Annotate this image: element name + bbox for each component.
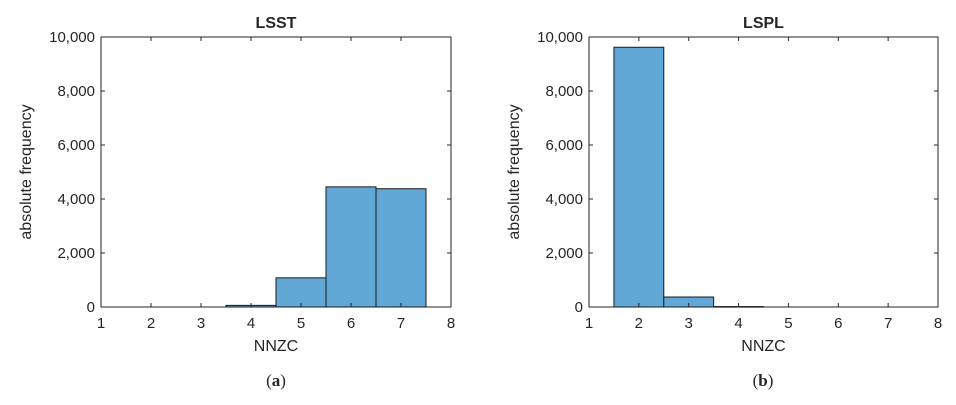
panel-a-x-tick-label: 2: [147, 315, 155, 332]
panel-a-x-axis-label: NNZC: [254, 338, 298, 355]
panel-a-caption-open-paren: (: [266, 371, 272, 390]
panel-b-caption-close-paren: ): [768, 371, 774, 390]
panel-a-x-tick-label: 1: [97, 315, 105, 332]
panel-a-caption: (a): [266, 371, 286, 390]
panel-a-x-tick-label: 4: [247, 315, 255, 332]
panel-b-y-tick-label: 2,000: [545, 245, 583, 262]
panel-a-x-tick-label: 6: [347, 315, 355, 332]
panel-a-y-tick-label: 0: [87, 299, 95, 316]
panel-b-x-tick-label: 7: [884, 315, 892, 332]
panel-a-y-tick-label: 6,000: [57, 137, 95, 154]
panel-a-caption-letter: a: [272, 371, 281, 390]
panel-b: 1 2 3 4 5 6 7 8 0 2,000 4,000 6,000 8,000 10,000 LSPL N…: [506, 15, 942, 390]
panel-a-y-tick-label: 10,000: [49, 29, 95, 46]
panel-b-x-tick-label: 6: [834, 315, 842, 332]
panel-b-caption-open-paren: (: [753, 371, 759, 390]
panel-a-bar-5: [275, 277, 327, 308]
panel-b-x-tick-label: 1: [585, 315, 593, 332]
panel-b-y-axis-label: absolute frequency: [506, 104, 523, 239]
panel-a-y-tick-label: 2,000: [57, 245, 95, 262]
panel-b-y-tick-label: 4,000: [545, 191, 583, 208]
panel-b-x-tick-label: 4: [734, 315, 742, 332]
panel-b-x-tick-label: 3: [685, 315, 693, 332]
panel-a-title: LSST: [256, 15, 297, 32]
panel-a-y-tick-label: 8,000: [57, 83, 95, 100]
panel-a-x-tick-label: 3: [197, 315, 205, 332]
panel-b-bar-2: [613, 46, 665, 308]
panel-a: 1 2 3 4 5 6 7 8 0 2,000 4,000 6,000 8,000 10,000 LSST N…: [18, 15, 455, 390]
panel-a-caption-close-paren: ): [280, 371, 286, 390]
panel-b-y-tick-label: 6,000: [545, 137, 583, 154]
panel-a-y-axis-label: absolute frequency: [18, 104, 35, 239]
panel-b-caption: (b): [753, 371, 774, 390]
panel-a-bar-7: [375, 188, 427, 308]
panel-b-title: LSPL: [743, 15, 784, 32]
panel-a-y-tick-label: 4,000: [57, 191, 95, 208]
panel-b-y-tick-label: 8,000: [545, 83, 583, 100]
panel-b-x-tick-label: 8: [934, 315, 942, 332]
panel-b-y-tick-label: 10,000: [537, 29, 583, 46]
panel-a-x-tick-label: 7: [397, 315, 405, 332]
panel-b-x-tick-label: 5: [784, 315, 792, 332]
panel-a-x-tick-label: 8: [447, 315, 455, 332]
panel-b-x-axis-label: NNZC: [741, 338, 785, 355]
panel-b-y-tick-label: 0: [575, 299, 583, 316]
panel-b-x-tick-label: 2: [635, 315, 643, 332]
panel-a-bar-6: [325, 186, 377, 308]
panel-a-x-tick-label: 5: [297, 315, 305, 332]
panel-b-caption-letter: b: [758, 371, 767, 390]
